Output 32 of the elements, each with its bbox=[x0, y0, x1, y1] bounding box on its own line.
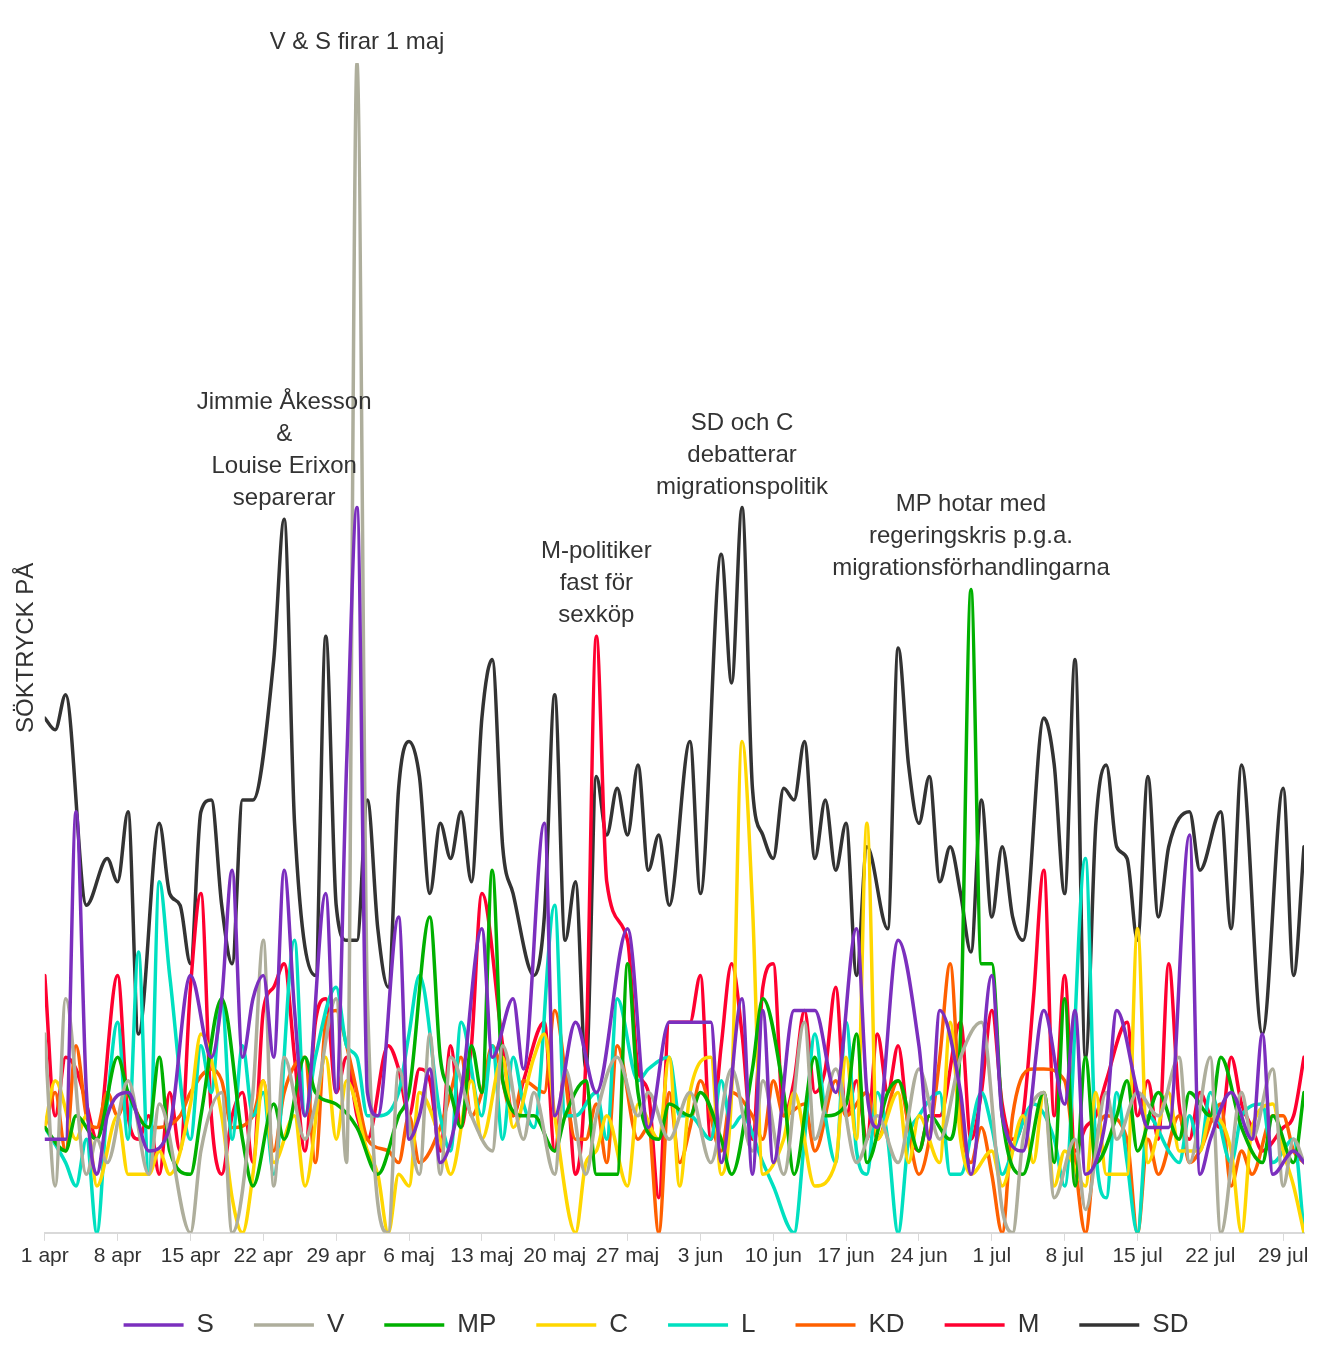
x-tick-label: 13 maj bbox=[450, 1243, 514, 1267]
x-tick-label: 1 apr bbox=[20, 1243, 69, 1267]
annotation: Jimmie Åkesson & Louise Erixon separerar bbox=[196, 387, 372, 511]
legend-label: S bbox=[196, 1308, 214, 1339]
x-tick-label: 3 jun bbox=[677, 1243, 724, 1267]
x-tick-label: 24 jun bbox=[890, 1243, 948, 1267]
legend-label: SD bbox=[1152, 1308, 1189, 1339]
x-tick-label: 15 jul bbox=[1112, 1243, 1163, 1267]
legend-label: MP bbox=[457, 1308, 497, 1339]
x-tick-label: 17 jun bbox=[817, 1243, 875, 1267]
x-tick-label: 8 jul bbox=[1045, 1243, 1084, 1267]
x-tick-label: 10 jun bbox=[744, 1243, 802, 1267]
legend-label: L bbox=[741, 1308, 756, 1339]
annotation: SD och C debatterar migrationspolitik bbox=[656, 407, 830, 499]
annotation: M-politiker fast för sexköp bbox=[541, 536, 652, 628]
x-tick-label: 22 jul bbox=[1185, 1243, 1236, 1267]
x-tick-label: 8 apr bbox=[93, 1243, 142, 1267]
annotation: V & S firar 1 maj bbox=[269, 27, 445, 54]
legend-label: KD bbox=[868, 1308, 905, 1339]
x-tick-label: 22 apr bbox=[233, 1243, 294, 1267]
x-tick-label: 29 jul bbox=[1258, 1243, 1309, 1267]
annotation: MP hotar med regeringskris p.g.a. migrationsförhandlingarna bbox=[832, 489, 1111, 581]
x-tick-label: 29 apr bbox=[306, 1243, 366, 1267]
x-tick-label: 6 maj bbox=[383, 1243, 435, 1267]
x-tick-label: 20 maj bbox=[523, 1243, 587, 1267]
legend-label: V bbox=[326, 1308, 345, 1339]
x-tick-label: 27 maj bbox=[596, 1243, 660, 1267]
x-tick-label: 15 apr bbox=[160, 1243, 221, 1267]
x-tick-label: 1 jul bbox=[972, 1243, 1012, 1267]
legend-label: M bbox=[1017, 1308, 1040, 1339]
y-axis-title: SÖKTRYCK PÅ bbox=[11, 562, 39, 734]
legend-label: C bbox=[609, 1308, 629, 1339]
